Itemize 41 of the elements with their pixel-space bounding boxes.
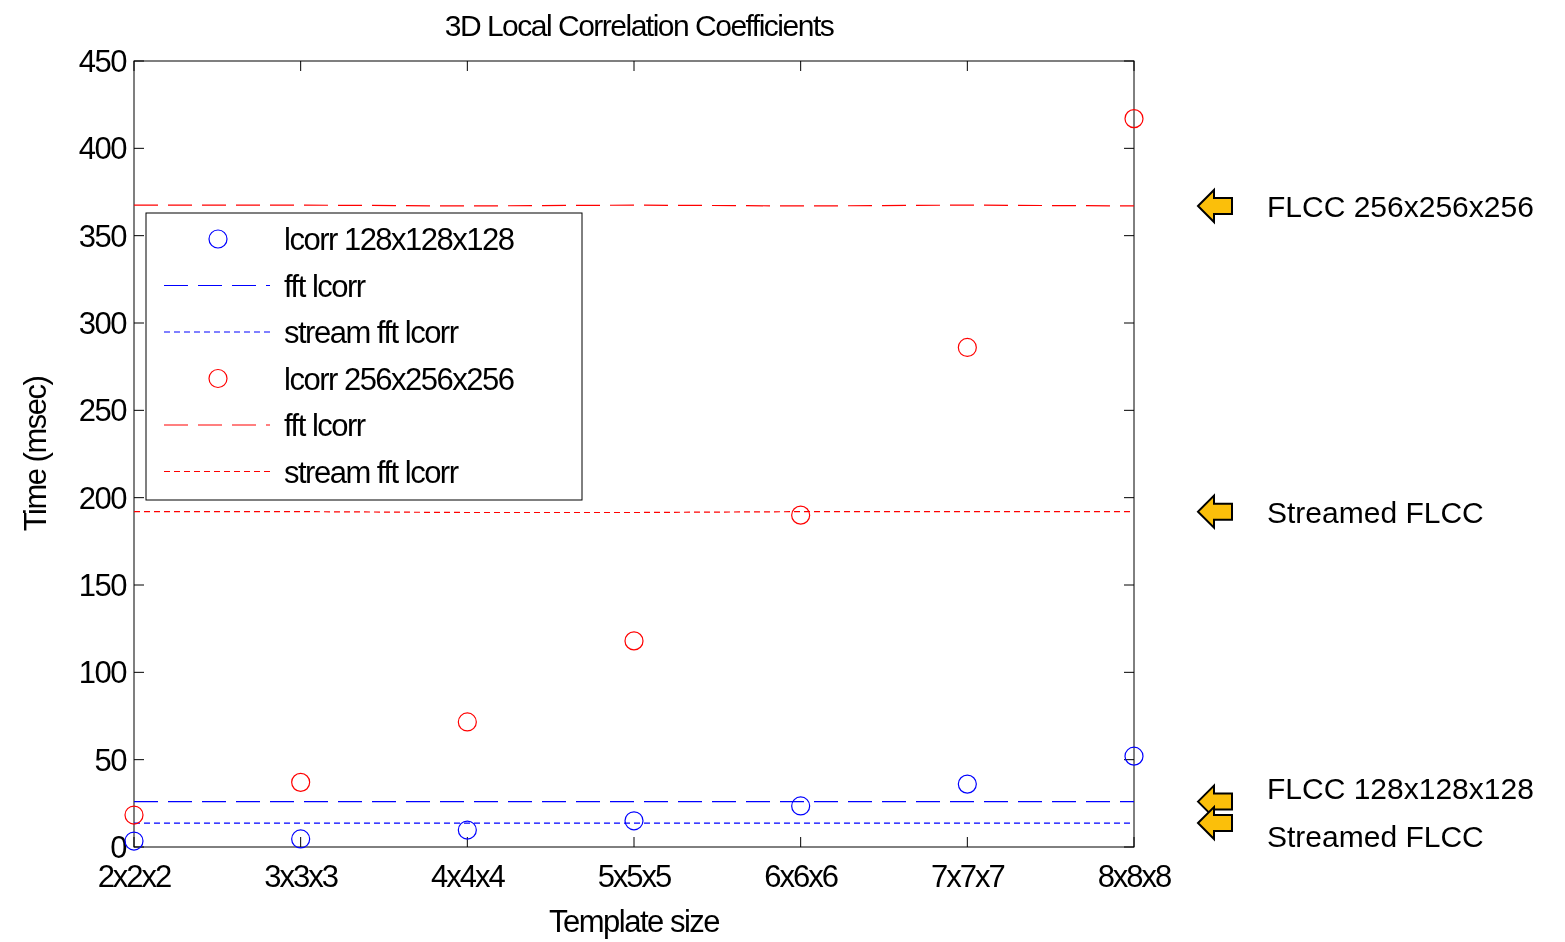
text: FLCC 256x256x256 [1267,189,1534,223]
y-tick-label: 50 [94,742,128,778]
text: FLCC 128x128x128 [1267,772,1534,806]
point [291,772,311,792]
legend-label: fft lcorr [284,268,366,304]
chart-title: 3D Local Correlation Coefficients [444,9,834,42]
y-tick-label: 400 [78,131,128,167]
legend-label: lcorr 256x256x256 [284,361,514,397]
y-axis-title: Time (msec) [18,376,53,532]
point [124,805,144,825]
point [291,829,311,849]
x-axis-title: Template size [548,904,720,939]
text: Streamed FLCC [1267,495,1484,529]
x-tick-label: 6x6x6 [764,859,838,894]
legend-label: fft lcorr [284,408,366,443]
point [624,631,644,651]
point [457,712,477,732]
y-tick-label: 200 [78,480,128,516]
x-tick-label: 4x4x4 [430,859,506,894]
legend-label: stream fft lcorr [284,315,459,350]
x-tick-label: 3x3x3 [264,859,338,894]
x-tick-label: 8x8x8 [1097,859,1172,894]
legend-label: lcorr 128x128x128 [284,222,514,257]
point [791,505,811,525]
y-tick-label: 300 [78,306,128,341]
point [791,796,811,816]
text: Streamed FLCC [1267,820,1484,854]
point [1124,109,1144,129]
point [957,774,977,794]
legend-label: stream fft lcorr [284,454,459,490]
y-tick-label: 100 [78,655,128,691]
y-tick-label: 350 [78,218,128,254]
point [957,337,977,358]
y-tick-label: 450 [78,44,128,79]
y-tick-label: 250 [78,393,128,429]
x-tick-label: 7x7x7 [930,859,1005,894]
point [1124,746,1144,766]
point [624,811,644,831]
x-tick-label: 5x5x5 [597,859,672,894]
point [457,820,477,840]
y-tick-label: 150 [78,568,128,603]
